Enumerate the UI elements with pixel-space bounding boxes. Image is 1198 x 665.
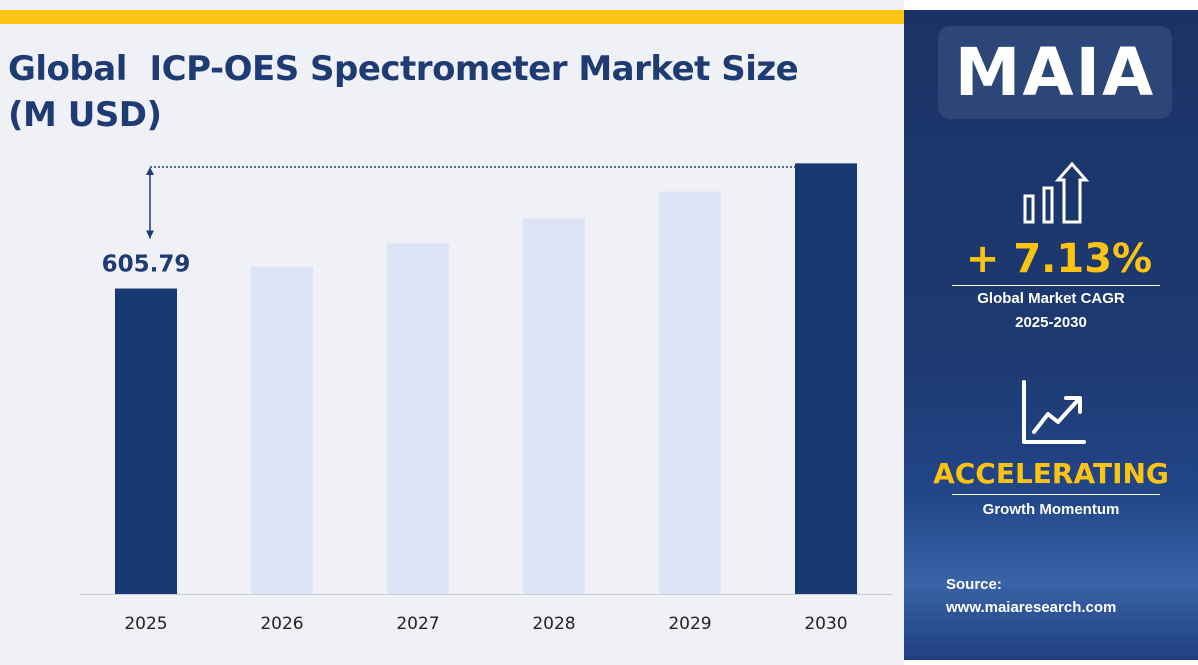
logo: MAIA — [938, 26, 1172, 119]
x-tick-label: 2027 — [396, 614, 439, 634]
growth-arrow-head-down — [146, 231, 154, 239]
bar-chart: 2025 605.79 2026 2027 2028 2029 2030 — [0, 0, 904, 665]
cagr-value: + 7.13% — [924, 236, 1194, 282]
logo-text: MAIA — [955, 34, 1155, 111]
x-tick-label: 2028 — [532, 614, 575, 634]
bar-2030 — [795, 163, 857, 594]
momentum-label: Growth Momentum — [904, 499, 1198, 521]
data-label: 605.79 — [102, 252, 191, 278]
source-label: Source: — [946, 576, 1002, 593]
bar-2027 — [387, 244, 449, 594]
sidebar: MAIA + 7.13% Global Market CAGR 2025-203… — [904, 10, 1198, 660]
x-tick-label: 2026 — [260, 614, 303, 634]
source-url: www.maiaresearch.com — [946, 599, 1116, 616]
x-tick-label: 2025 — [124, 614, 167, 634]
cagr-label: Global Market CAGR — [904, 288, 1198, 310]
divider — [952, 285, 1160, 286]
growth-arrow-head-up — [146, 167, 154, 175]
momentum-value: ACCELERATING — [904, 457, 1198, 490]
bar-2029 — [659, 192, 721, 594]
x-tick-label: 2029 — [668, 614, 711, 634]
x-tick-label: 2030 — [804, 614, 847, 634]
bar-2025 — [115, 289, 177, 594]
cagr-period: 2025-2030 — [904, 312, 1198, 334]
divider — [952, 494, 1160, 495]
bar-2028 — [523, 218, 585, 594]
bar-chart-up-arrow-icon — [1020, 160, 1090, 228]
line-chart-icon — [1020, 380, 1088, 448]
bar-2026 — [251, 267, 313, 594]
